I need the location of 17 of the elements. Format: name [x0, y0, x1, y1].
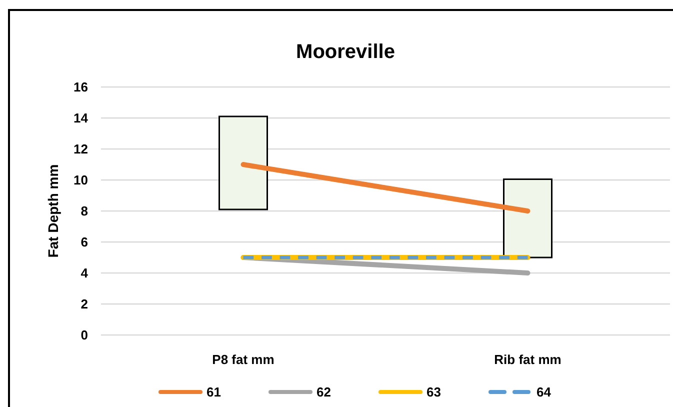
y-tick-label: 12 — [74, 142, 88, 157]
legend-label: 61 — [206, 384, 221, 400]
legend-label: 63 — [426, 384, 441, 400]
y-tick-label: 2 — [80, 296, 88, 312]
y-tick-label: 14 — [74, 110, 89, 126]
legend-label: 64 — [536, 384, 552, 400]
legend-label: 62 — [316, 384, 331, 400]
y-tick-label: 4 — [80, 266, 89, 281]
y-tick-label: 16 — [74, 80, 88, 95]
y-tick-label: 6 — [80, 234, 88, 250]
y-tick-label: 0 — [80, 328, 88, 343]
x-tick-label: Rib fat mm — [494, 352, 562, 367]
y-axis-title: Fat Depth mm — [45, 164, 61, 258]
y-tick-label: 8 — [80, 204, 88, 219]
y-tick-label: 10 — [74, 172, 88, 188]
chart-title: Mooreville — [296, 41, 395, 63]
x-tick-label: P8 fat mm — [212, 352, 274, 367]
